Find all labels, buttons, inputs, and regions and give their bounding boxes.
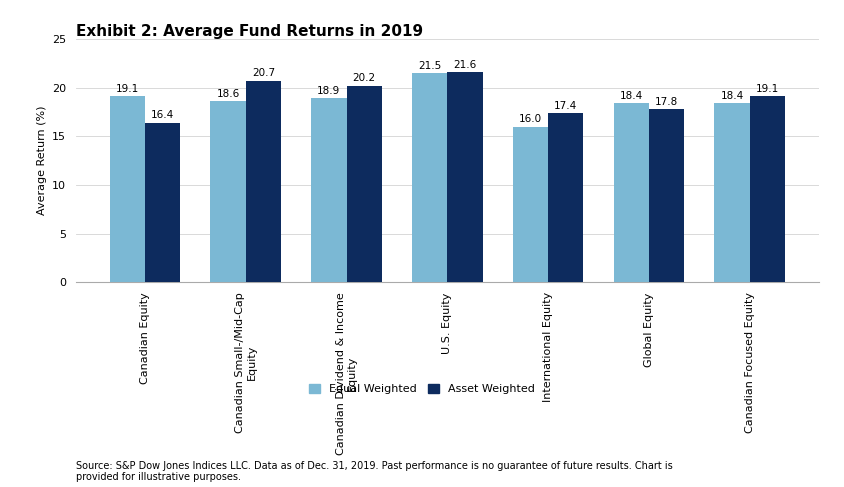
Bar xyxy=(210,101,246,282)
Bar xyxy=(246,81,281,282)
Text: 17.4: 17.4 xyxy=(555,100,577,111)
Text: Exhibit 2: Average Fund Returns in 2019: Exhibit 2: Average Fund Returns in 2019 xyxy=(76,24,423,39)
Bar xyxy=(311,98,347,282)
Bar xyxy=(447,72,483,282)
Text: 20.2: 20.2 xyxy=(353,73,376,83)
Bar xyxy=(347,86,381,282)
Text: 21.6: 21.6 xyxy=(453,59,477,70)
Bar xyxy=(110,96,145,282)
Text: 17.8: 17.8 xyxy=(655,96,678,107)
Text: Source: S&P Dow Jones Indices LLC. Data as of Dec. 31, 2019. Past performance is: Source: S&P Dow Jones Indices LLC. Data … xyxy=(76,461,673,482)
Text: 18.6: 18.6 xyxy=(217,89,240,99)
Bar xyxy=(412,73,447,282)
Bar xyxy=(749,96,785,282)
Legend: Equal Weighted, Asset Weighted: Equal Weighted, Asset Weighted xyxy=(305,380,539,399)
Bar xyxy=(145,123,181,282)
Y-axis label: Average Return (%): Average Return (%) xyxy=(36,106,46,215)
Text: 18.4: 18.4 xyxy=(619,91,643,101)
Text: 18.4: 18.4 xyxy=(721,91,744,101)
Text: 19.1: 19.1 xyxy=(116,84,139,94)
Bar xyxy=(714,103,749,282)
Text: 19.1: 19.1 xyxy=(755,84,779,94)
Text: 21.5: 21.5 xyxy=(418,60,441,71)
Bar xyxy=(649,109,684,282)
Text: 20.7: 20.7 xyxy=(252,68,275,78)
Text: 16.4: 16.4 xyxy=(151,110,174,120)
Text: 16.0: 16.0 xyxy=(519,114,542,124)
Bar xyxy=(614,103,649,282)
Bar xyxy=(513,127,548,282)
Bar xyxy=(548,113,583,282)
Text: 18.9: 18.9 xyxy=(317,86,340,96)
